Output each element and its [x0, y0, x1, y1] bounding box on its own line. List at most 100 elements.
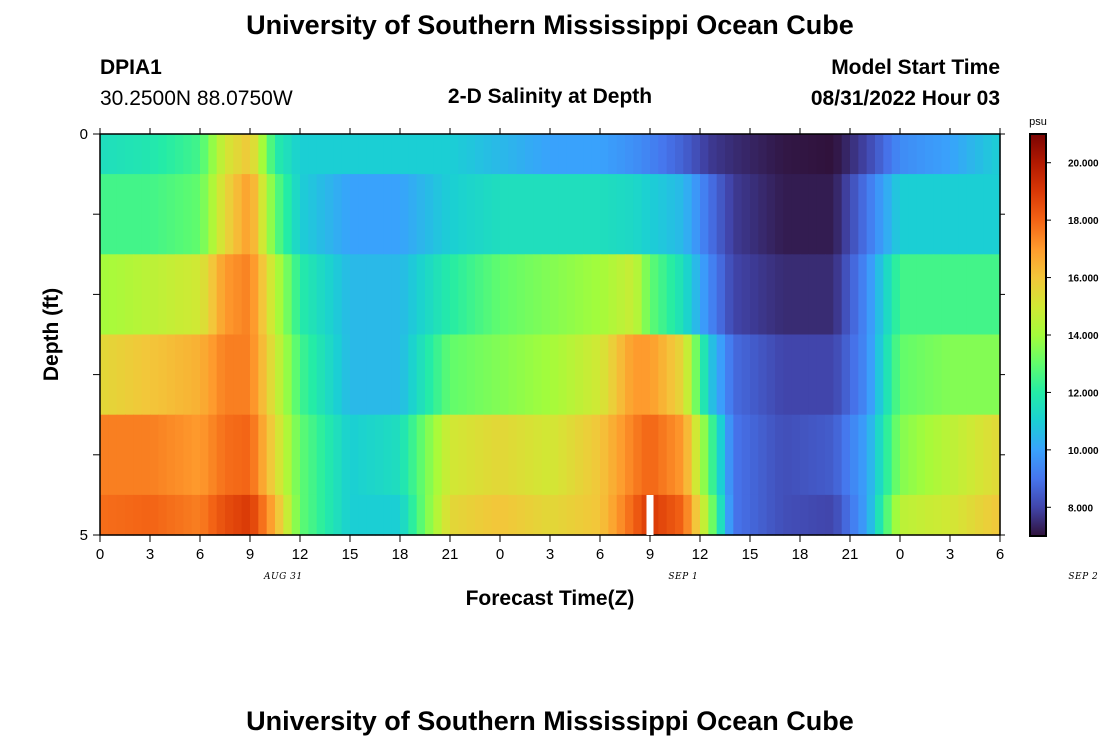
heatmap-cell	[308, 174, 318, 255]
heatmap-cell	[325, 494, 334, 536]
heatmap-cell	[233, 174, 243, 255]
heatmap-cell	[825, 414, 834, 496]
x-tick-label: 3	[546, 546, 554, 563]
heatmap-cell	[983, 174, 993, 255]
x-tick-label: 18	[392, 546, 409, 563]
heatmap-cell	[116, 254, 126, 336]
y-tick-label: 0	[80, 126, 88, 143]
heatmap-cell	[608, 494, 618, 536]
heatmap-cell	[558, 134, 568, 175]
heatmap-cell	[191, 134, 201, 175]
heatmap-cell	[633, 494, 643, 536]
heatmap-cell	[816, 414, 826, 496]
heatmap-cell	[758, 414, 768, 496]
heatmap-cell	[425, 134, 434, 175]
heatmap-cell	[958, 414, 968, 496]
colorbar-tick-label: 16.000	[1068, 274, 1099, 285]
heatmap-cell	[258, 254, 268, 336]
heatmap-cell	[208, 174, 218, 255]
heatmap-cell	[991, 334, 1001, 416]
model-start-label: Model Start Time	[831, 56, 1000, 79]
heatmap-cell	[891, 334, 901, 416]
heatmap-cell	[175, 414, 184, 496]
heatmap-cell	[850, 494, 859, 536]
x-tick-label: 9	[646, 546, 654, 563]
heatmap-cell	[600, 414, 609, 496]
heatmap-cell	[700, 134, 709, 175]
heatmap-cell	[766, 254, 776, 336]
heatmap-cell	[341, 254, 351, 336]
heatmap-cell	[616, 414, 626, 496]
heatmap-cell	[250, 134, 259, 175]
heatmap-cell	[741, 414, 751, 496]
heatmap-cell	[933, 334, 943, 416]
heatmap-cell	[208, 254, 218, 336]
heatmap-cell	[291, 334, 301, 416]
heatmap-cell	[908, 254, 918, 336]
heatmap-cell	[241, 174, 251, 255]
x-tick-label: 9	[246, 546, 254, 563]
heatmap-cell	[308, 414, 318, 496]
heatmap-cell	[966, 134, 976, 175]
heatmap-cell	[391, 134, 401, 175]
heatmap-cell	[533, 134, 543, 175]
heatmap-cell	[900, 254, 909, 336]
heatmap-cell	[850, 254, 859, 336]
heatmap-cell	[658, 334, 668, 416]
heatmap-cell	[325, 334, 334, 416]
heatmap-cell	[691, 134, 701, 175]
current-time-bar	[646, 495, 654, 535]
heatmap-cell	[883, 334, 893, 416]
heatmap-cell	[700, 174, 709, 255]
heatmap-cell	[841, 134, 851, 175]
heatmap-cell	[266, 494, 276, 536]
heatmap-cell	[283, 254, 293, 336]
heatmap-cell	[858, 494, 868, 536]
heatmap-cell	[666, 334, 676, 416]
heatmap-cell	[125, 414, 134, 496]
heatmap-cell	[466, 134, 476, 175]
heatmap-cell	[433, 254, 443, 336]
heatmap-cell	[508, 254, 518, 336]
heatmap-cell	[183, 254, 193, 336]
heatmap-cell	[166, 254, 176, 336]
heatmap-cell	[166, 494, 176, 536]
heatmap-cell	[833, 174, 843, 255]
heatmap-cell	[216, 414, 226, 496]
heatmap-cell	[983, 494, 993, 536]
colorbar-tick-label: 10.000	[1068, 446, 1099, 457]
heatmap-cell	[116, 134, 126, 175]
heatmap-cell	[583, 494, 593, 536]
heatmap-cell	[858, 414, 868, 496]
heatmap-cell	[733, 414, 743, 496]
heatmap-cell	[583, 414, 593, 496]
heatmap-cell	[658, 174, 668, 255]
heatmap-cell	[616, 254, 626, 336]
heatmap-cell	[583, 174, 593, 255]
x-tick-label: 21	[442, 546, 459, 563]
heatmap-cell	[708, 174, 718, 255]
heatmap-cell	[525, 334, 534, 416]
x-tick-label: 0	[896, 546, 904, 563]
heatmap-cell	[733, 494, 743, 536]
heatmap-cell	[600, 174, 609, 255]
heatmap-cell	[375, 414, 384, 496]
heatmap-cell	[941, 174, 951, 255]
heatmap-cell	[408, 254, 418, 336]
heatmap-cell	[883, 414, 893, 496]
heatmap-cell	[683, 494, 693, 536]
heatmap-cell	[708, 414, 718, 496]
heatmap-cell	[791, 334, 801, 416]
heatmap-cell	[541, 174, 551, 255]
heatmap-cell	[433, 414, 443, 496]
heatmap-cell	[150, 174, 159, 255]
heatmap-cell	[291, 134, 301, 175]
heatmap-cell	[391, 494, 401, 536]
heatmap-cell	[333, 494, 343, 536]
heatmap-cell	[308, 494, 318, 536]
heatmap-cell	[316, 414, 326, 496]
x-tick-label: 6	[196, 546, 204, 563]
heatmap-cell	[366, 334, 376, 416]
heatmap-cell	[233, 254, 243, 336]
heatmap-cell	[683, 174, 693, 255]
